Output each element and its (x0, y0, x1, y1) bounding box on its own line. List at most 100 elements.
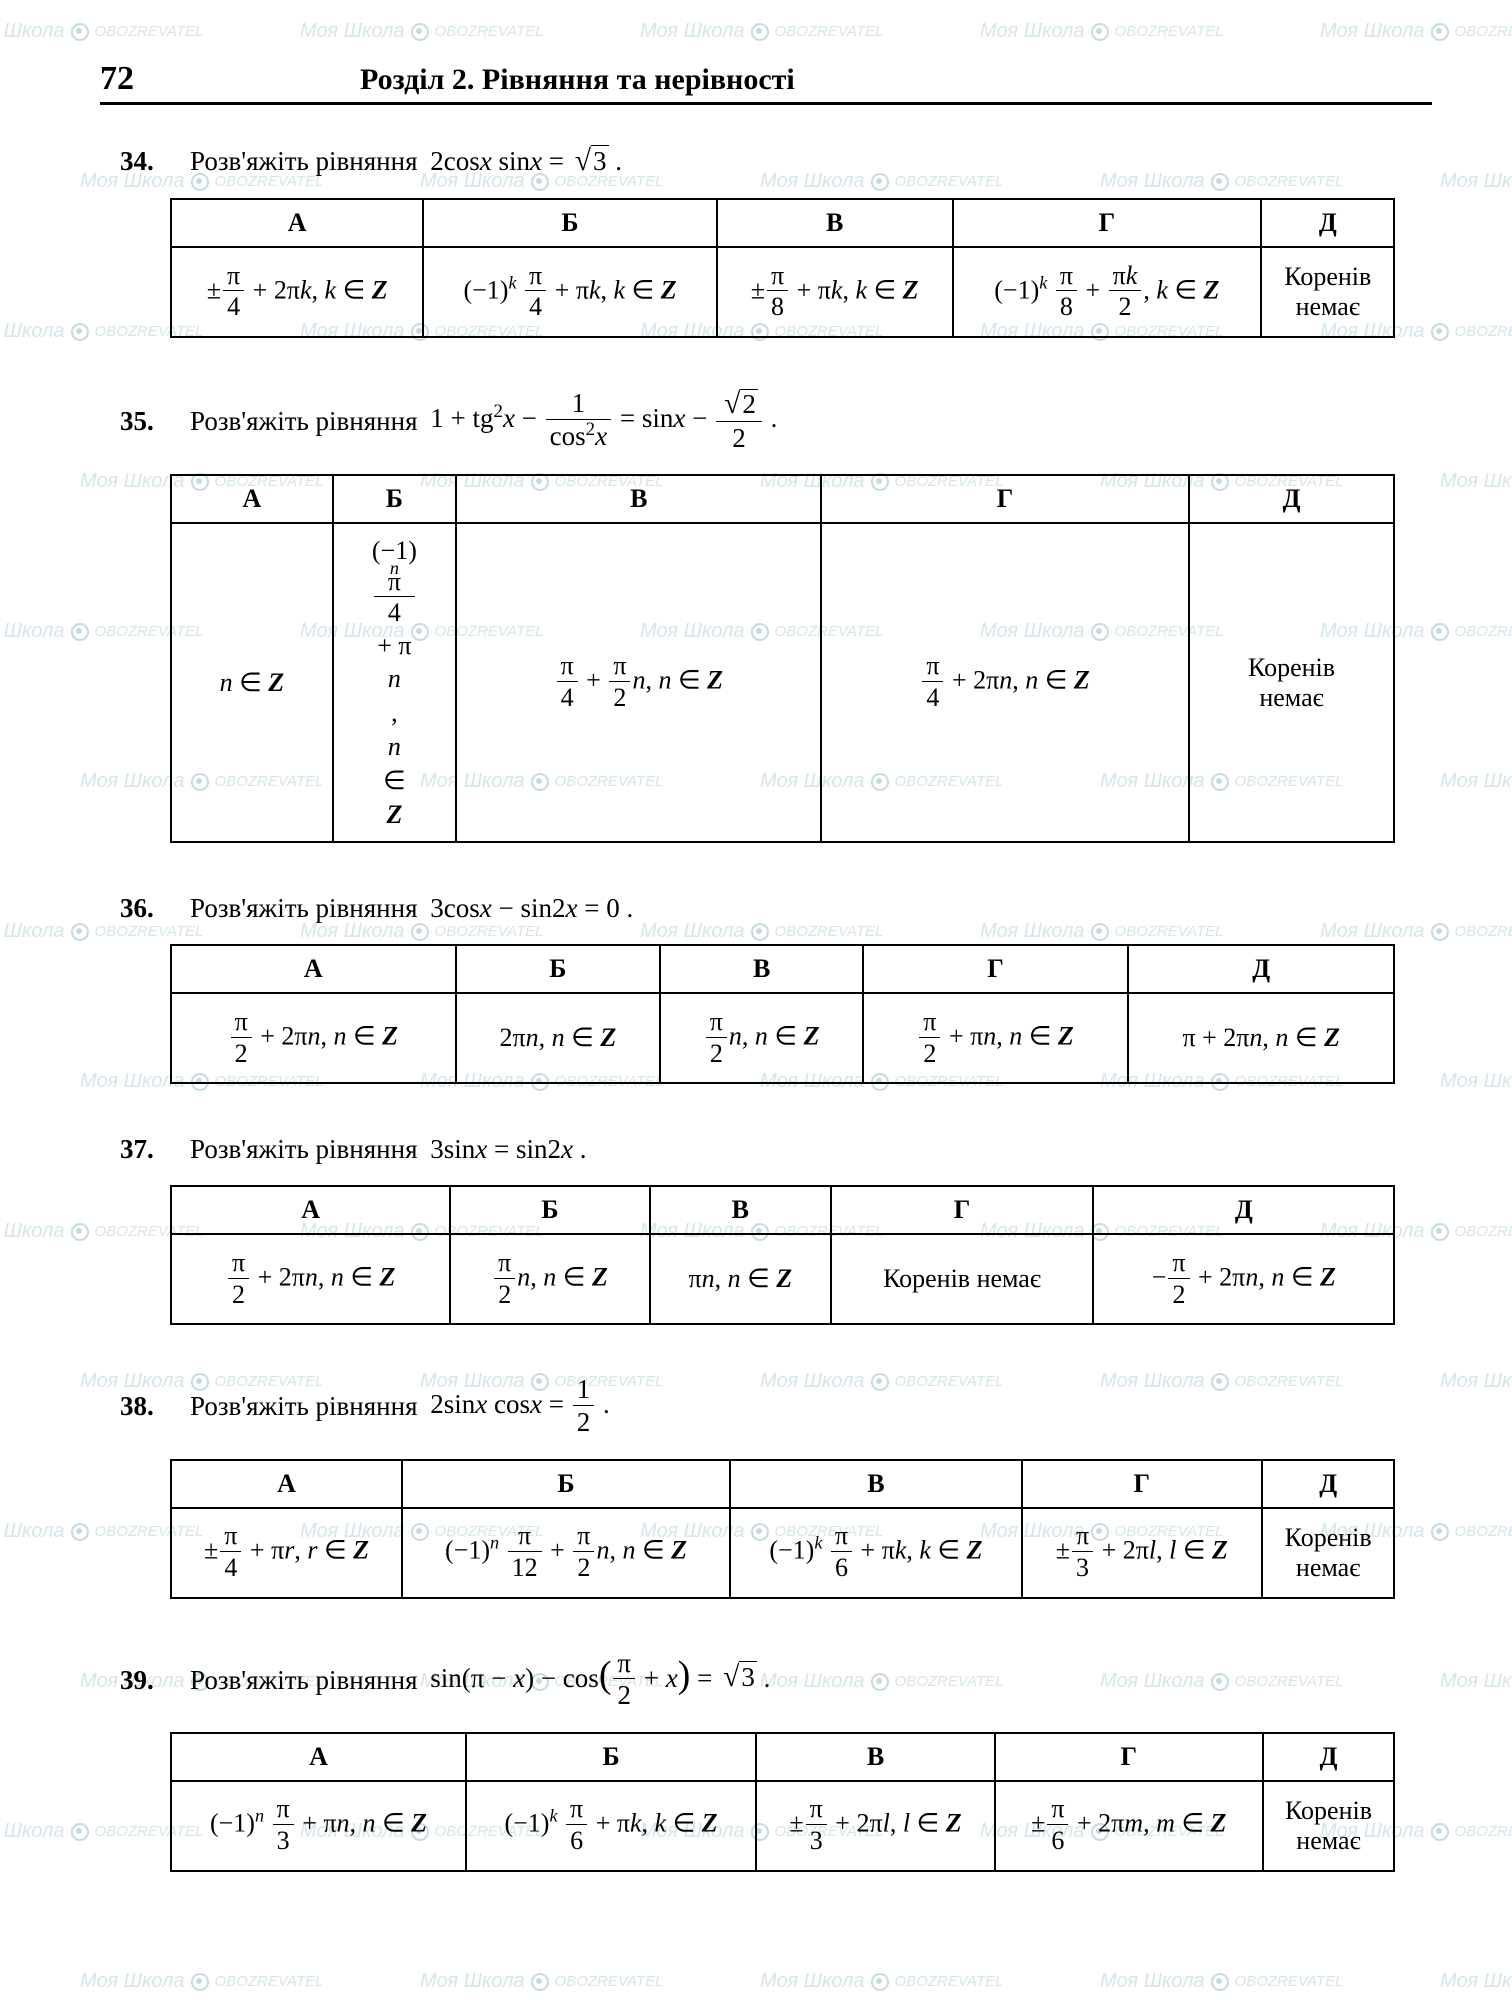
problem-number: 35. (120, 406, 190, 437)
answer-column-header: В (660, 945, 863, 993)
answer-cell: πn, n ∈ Z (650, 1234, 831, 1324)
answer-cell: Коренів немає (831, 1234, 1093, 1324)
chapter-title: Розділ 2. Рівняння та нерівності (360, 63, 795, 97)
answer-column-header: Б (423, 199, 716, 247)
problem-number: 34. (120, 146, 190, 177)
answer-column-header: Б (456, 945, 660, 993)
problem-prompt: 38.Розв'яжіть рівняння 2sinx cosx = 12 . (100, 1375, 1432, 1438)
answer-column-header: Г (995, 1733, 1263, 1781)
answer-cell: (−1)n π12 + π2n, n ∈ Z (402, 1508, 730, 1598)
answer-cell: (−1)k π8 + πk2, k ∈ Z (953, 247, 1262, 337)
answer-column-header: Д (1262, 1460, 1395, 1508)
answer-column-header: Д (1189, 475, 1395, 523)
prompt-text: Розв'яжіть рівняння (190, 406, 418, 437)
problem-number: 37. (120, 1134, 190, 1165)
answer-column-header: Б (333, 475, 456, 523)
answer-column-header: А (171, 1186, 450, 1234)
answer-column-header: Г (821, 475, 1188, 523)
answer-cell: (−1)k π6 + πk, k ∈ Z (730, 1508, 1022, 1598)
answer-column-header: А (171, 1460, 402, 1508)
answer-cell: Коренівнемає (1262, 1508, 1395, 1598)
problem-prompt: 37.Розв'яжіть рівняння 3sinx = sin2x . (100, 1134, 1432, 1165)
answer-column-header: Д (1128, 945, 1394, 993)
answer-cell: π2 + 2πn, n ∈ Z (171, 993, 456, 1083)
problem-prompt: 36.Розв'яжіть рівняння 3cosx − sin2x = 0… (100, 893, 1432, 924)
answer-cell: Коренівнемає (1261, 247, 1394, 337)
answer-cell: π + 2πn, n ∈ Z (1128, 993, 1394, 1083)
answer-column-header: В (730, 1460, 1022, 1508)
answers-table: АБВГДn ∈ Z(−1)n π4 + πn,n ∈ Zπ4 + π2n, n… (170, 474, 1395, 843)
answer-cell: (−1)k π6 + πk, k ∈ Z (466, 1781, 756, 1871)
answers-table: АБВГД±π4 + πr, r ∈ Z(−1)n π12 + π2n, n ∈… (170, 1459, 1395, 1599)
answer-column-header: Б (402, 1460, 730, 1508)
prompt-equation: 2cosx sinx = 3 . (424, 145, 623, 178)
prompt-text: Розв'яжіть рівняння (190, 893, 418, 924)
answer-cell: n ∈ Z (171, 523, 333, 842)
prompt-text: Розв'яжіть рівняння (190, 1134, 418, 1165)
answer-column-header: А (171, 945, 456, 993)
answer-column-header: Г (831, 1186, 1093, 1234)
prompt-text: Розв'яжіть рівняння (190, 1665, 418, 1696)
answer-cell: (−1)k π4 + πk, k ∈ Z (423, 247, 716, 337)
prompt-equation: 2sinx cosx = 12 . (424, 1375, 610, 1438)
problem-number: 38. (120, 1391, 190, 1422)
answer-cell: π2 + 2πn, n ∈ Z (171, 1234, 450, 1324)
answer-cell: ±π3 + 2πl, l ∈ Z (1022, 1508, 1262, 1598)
answer-cell: ±π3 + 2πl, l ∈ Z (756, 1781, 995, 1871)
prompt-equation: 3cosx − sin2x = 0 . (424, 893, 634, 924)
answer-cell: Коренівнемає (1189, 523, 1395, 842)
answers-table: АБВГДπ2 + 2πn, n ∈ Z2πn, n ∈ Zπ2n, n ∈ Z… (170, 944, 1395, 1084)
answer-cell: π2 + πn, n ∈ Z (863, 993, 1128, 1083)
prompt-text: Розв'яжіть рівняння (190, 1391, 418, 1422)
problem-number: 36. (120, 893, 190, 924)
answer-cell: ±π4 + 2πk, k ∈ Z (171, 247, 423, 337)
problem: 34.Розв'яжіть рівняння 2cosx sinx = 3 .А… (100, 145, 1432, 338)
answer-column-header: В (756, 1733, 995, 1781)
answer-column-header: Г (863, 945, 1128, 993)
answers-table: АБВГДπ2 + 2πn, n ∈ Zπ2n, n ∈ Zπn, n ∈ ZК… (170, 1185, 1395, 1325)
problem: 39.Розв'яжіть рівняння sin(π − x) − cos(… (100, 1649, 1432, 1872)
answer-column-header: А (171, 475, 333, 523)
answer-column-header: А (171, 199, 423, 247)
answer-column-header: Г (953, 199, 1262, 247)
answer-cell: ±π6 + 2πm, m ∈ Z (995, 1781, 1263, 1871)
answer-cell: π4 + π2n, n ∈ Z (456, 523, 821, 842)
answer-column-header: Д (1261, 199, 1394, 247)
answers-table: АБВГД ±π4 + 2πk, k ∈ Z(−1)k π4 + πk, k ∈ … (170, 198, 1395, 338)
problem-number: 39. (120, 1665, 190, 1696)
answer-column-header: В (456, 475, 821, 523)
problem: 38.Розв'яжіть рівняння 2sinx cosx = 12 .… (100, 1375, 1432, 1598)
prompt-equation: 3sinx = sin2x . (424, 1134, 587, 1165)
answer-cell: (−1)n π4 + πn,n ∈ Z (333, 523, 456, 842)
problem: 37.Розв'яжіть рівняння 3sinx = sin2x . АБ… (100, 1134, 1432, 1325)
answer-cell: π4 + 2πn, n ∈ Z (821, 523, 1188, 842)
problems-container: 34.Розв'яжіть рівняння 2cosx sinx = 3 .А… (100, 145, 1432, 1872)
answer-cell: 2πn, n ∈ Z (456, 993, 660, 1083)
problem-prompt: 34.Розв'яжіть рівняння 2cosx sinx = 3 . (100, 145, 1432, 178)
answer-column-header: В (650, 1186, 831, 1234)
answers-table: АБВГД (−1)n π3 + πn, n ∈ Z(−1)k π6 + πk, … (170, 1732, 1395, 1872)
prompt-equation: sin(π − x) − cos(π2 + x) = 3 . (424, 1649, 771, 1712)
answer-cell: ±π4 + πr, r ∈ Z (171, 1508, 402, 1598)
answer-cell: −π2 + 2πn, n ∈ Z (1093, 1234, 1394, 1324)
answer-cell: Коренівнемає (1263, 1781, 1395, 1871)
answer-column-header: А (171, 1733, 466, 1781)
answer-column-header: Б (466, 1733, 756, 1781)
problem-prompt: 35.Розв'яжіть рівняння 1 + tg2x − 1cos2x… (100, 388, 1432, 454)
page-number: 72 (100, 60, 360, 98)
answer-column-header: Б (450, 1186, 649, 1234)
answer-column-header: В (717, 199, 953, 247)
answer-cell: ±π8 + πk, k ∈ Z (717, 247, 953, 337)
page-header: 72 Розділ 2. Рівняння та нерівності (100, 60, 1432, 105)
answer-cell: π2n, n ∈ Z (660, 993, 863, 1083)
problem-prompt: 39.Розв'яжіть рівняння sin(π − x) − cos(… (100, 1649, 1432, 1712)
problem: 35.Розв'яжіть рівняння 1 + tg2x − 1cos2x… (100, 388, 1432, 843)
answer-cell: π2n, n ∈ Z (450, 1234, 649, 1324)
prompt-equation: 1 + tg2x − 1cos2x = sinx − 22 . (424, 388, 778, 454)
prompt-text: Розв'яжіть рівняння (190, 146, 418, 177)
page-content: 72 Розділ 2. Рівняння та нерівності 34.Р… (0, 0, 1512, 1982)
answer-column-header: Д (1093, 1186, 1394, 1234)
answer-column-header: Д (1263, 1733, 1395, 1781)
problem: 36.Розв'яжіть рівняння 3cosx − sin2x = 0… (100, 893, 1432, 1084)
answer-cell: (−1)n π3 + πn, n ∈ Z (171, 1781, 466, 1871)
